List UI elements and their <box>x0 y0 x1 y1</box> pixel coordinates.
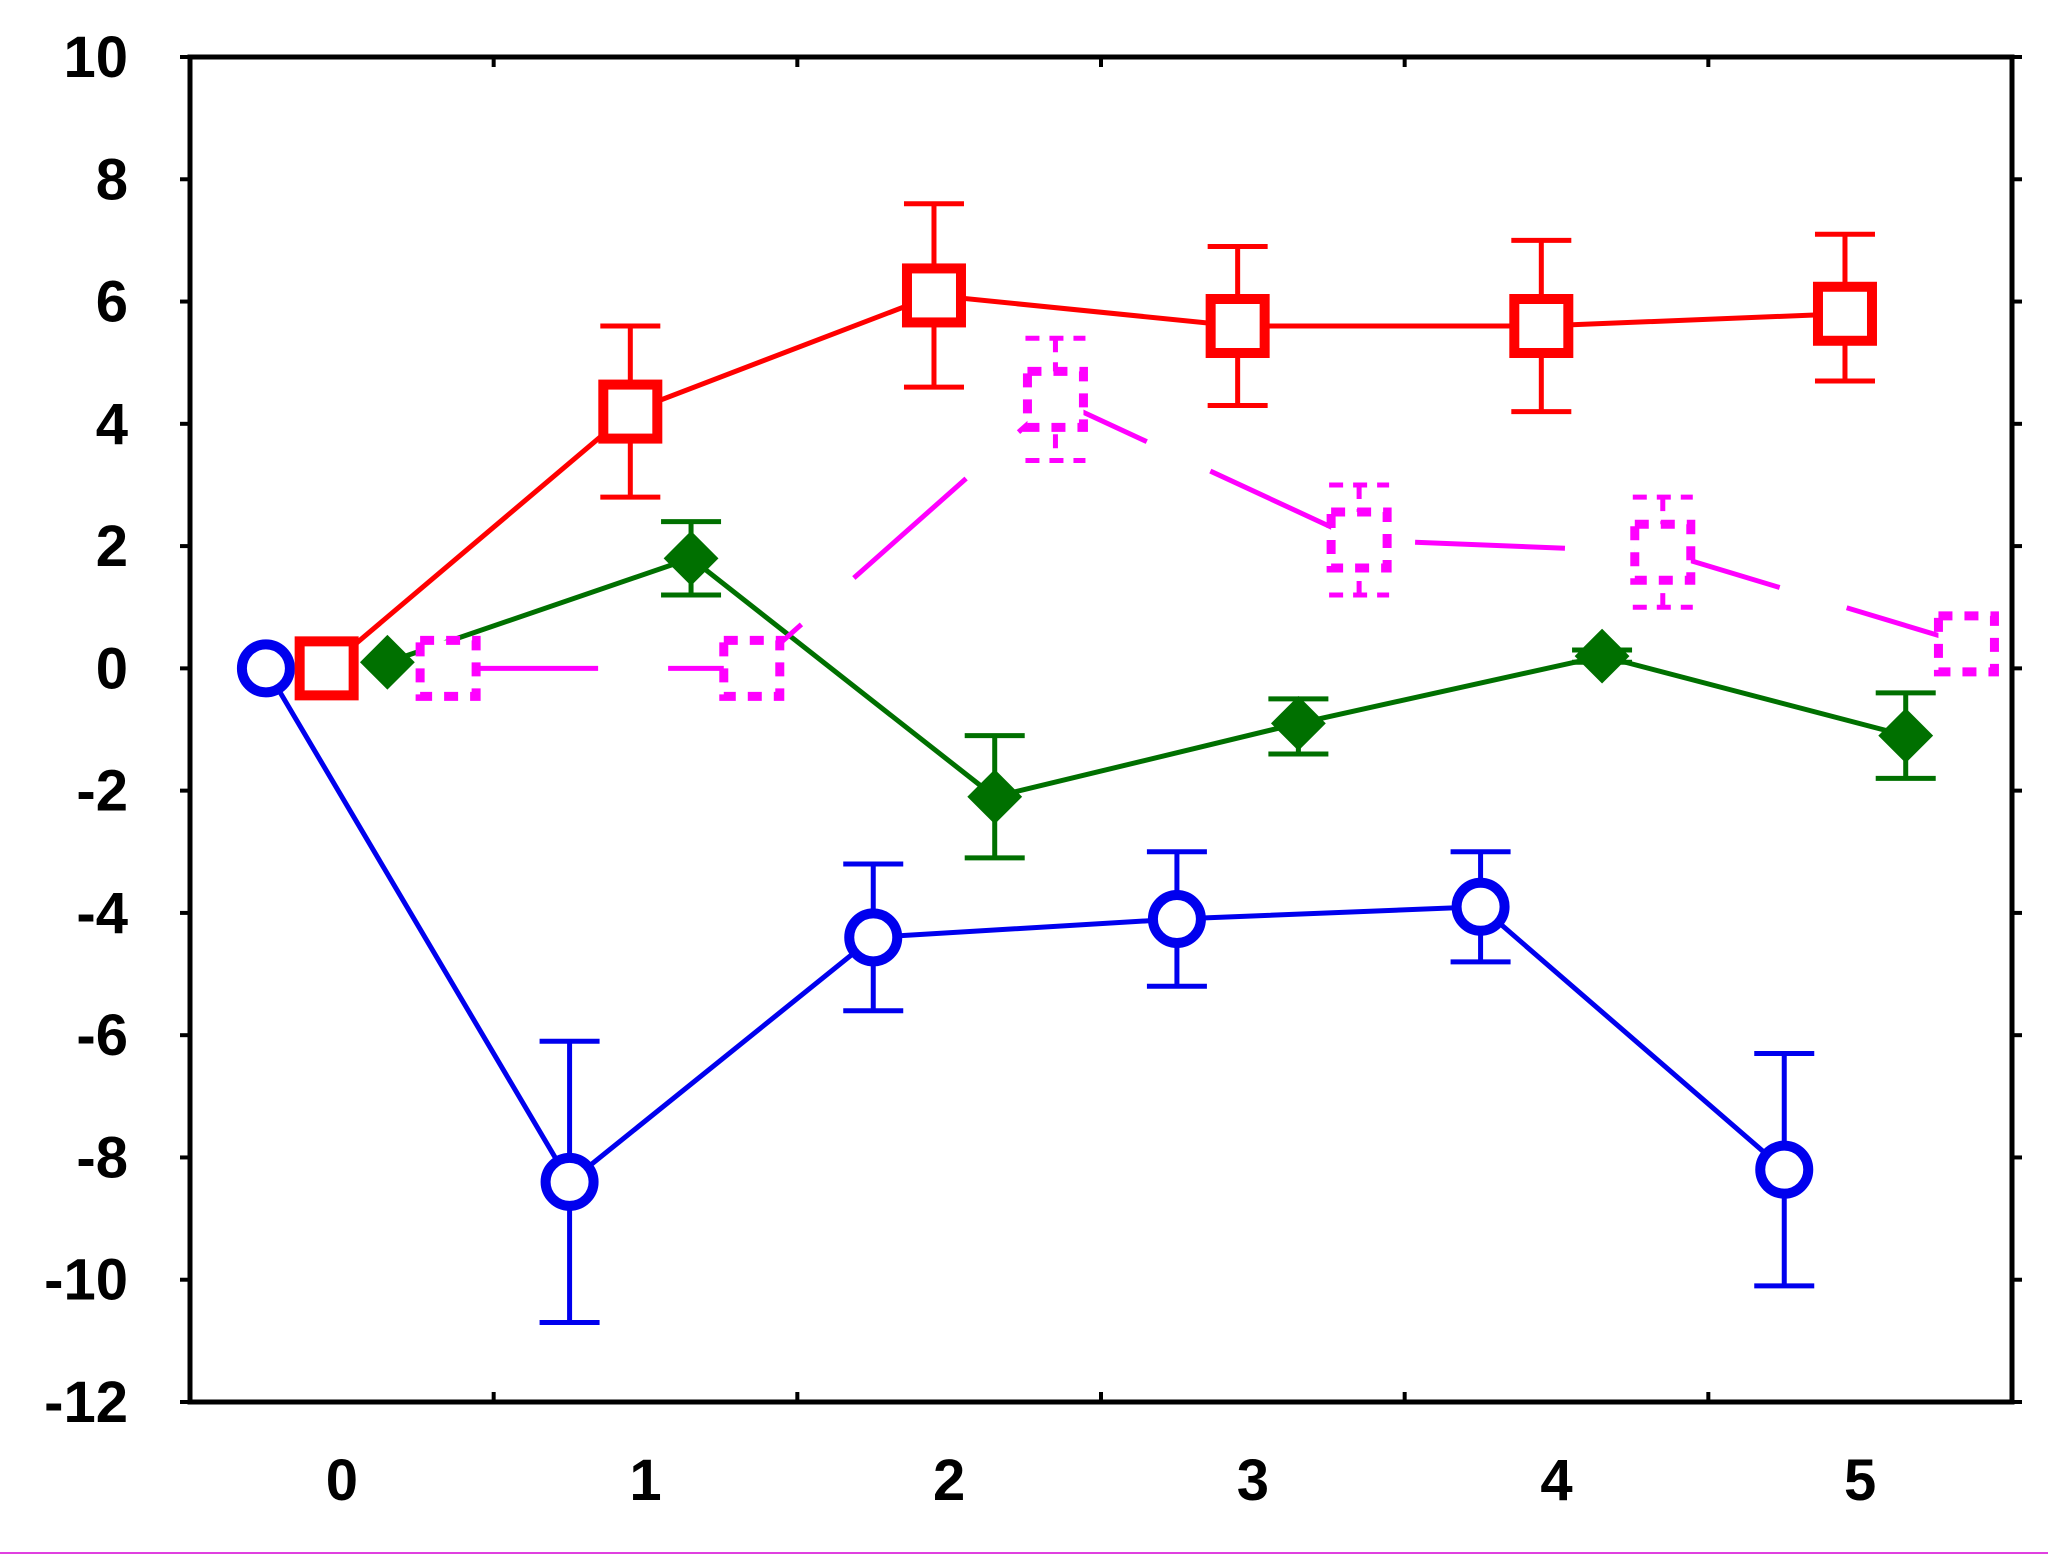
data-point <box>844 908 903 967</box>
data-point <box>1755 1140 1814 1199</box>
x-tick-label: 5 <box>1844 1448 1876 1513</box>
data-point <box>967 769 1023 825</box>
y-tick-label: 10 <box>63 25 128 90</box>
data-point <box>1451 877 1510 936</box>
series-layer <box>236 201 1999 1326</box>
data-point <box>663 530 719 586</box>
data-point <box>1574 628 1630 684</box>
data-point <box>540 1152 599 1211</box>
x-tick-label: 0 <box>326 1448 358 1513</box>
series-line <box>325 292 1846 671</box>
y-tick-label: -10 <box>44 1248 128 1313</box>
data-point <box>1147 890 1206 949</box>
data-point <box>598 379 663 444</box>
series-3 <box>415 335 1999 701</box>
data-point <box>1022 366 1088 432</box>
data-point <box>1326 507 1392 573</box>
series-1 <box>294 201 1877 701</box>
y-tick-label: 6 <box>96 270 128 335</box>
y-tick-label: -6 <box>76 1003 128 1068</box>
data-point <box>719 635 785 701</box>
x-tick-label: 4 <box>1540 1448 1572 1513</box>
data-point <box>1933 611 1999 677</box>
data-point <box>1878 708 1934 764</box>
y-axis: 10 8 6 4 2 0 -2 -4 -6 -8 -10 -12 <box>44 25 2022 1435</box>
data-point <box>1270 695 1326 751</box>
y-tick-label: -12 <box>44 1370 128 1435</box>
data-point <box>1509 294 1574 358</box>
plot-frame <box>187 54 2015 1405</box>
data-point <box>236 639 295 698</box>
x-tick-label: 3 <box>1237 1448 1269 1513</box>
data-point <box>415 635 481 701</box>
y-tick-label: -2 <box>76 759 128 824</box>
series-line <box>448 396 1968 671</box>
data-point <box>1812 281 1877 346</box>
series-0 <box>236 639 1815 1326</box>
series-line <box>386 555 1907 800</box>
y-tick-label: -8 <box>76 1125 128 1190</box>
data-point <box>901 263 966 328</box>
data-point <box>294 636 359 701</box>
x-tick-label: 1 <box>629 1448 661 1513</box>
y-tick-label: 4 <box>96 392 128 457</box>
y-tick-label: 8 <box>96 147 128 212</box>
data-point <box>1205 294 1270 358</box>
series-2 <box>359 519 1936 861</box>
y-tick-label: -4 <box>76 881 128 946</box>
x-tick-label: 2 <box>933 1448 965 1513</box>
data-point <box>1630 519 1696 585</box>
series-line <box>263 667 1786 1186</box>
bottom-border <box>0 1552 2048 1554</box>
y-tick-label: 0 <box>96 636 128 701</box>
data-point <box>359 634 415 690</box>
y-tick-label: 2 <box>96 514 128 579</box>
x-axis: 0 1 2 3 4 5 <box>326 57 1876 1513</box>
